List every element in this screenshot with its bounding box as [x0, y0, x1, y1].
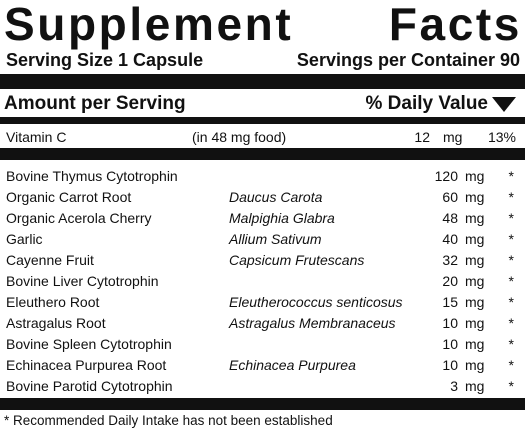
divider-medium	[0, 117, 525, 124]
triangle-down-icon	[492, 97, 516, 112]
ingredient-unit: mg	[465, 315, 485, 331]
amount-per-serving-label: Amount per Serving	[4, 93, 186, 114]
ingredient-amount: 48	[442, 210, 458, 226]
nutrient-name: Vitamin C	[6, 129, 67, 145]
ingredient-daily-value: *	[508, 315, 514, 331]
ingredient-row: Bovine Liver Cytotrophin 20 mg *	[6, 271, 520, 291]
ingredient-unit: mg	[465, 336, 485, 352]
ingredient-unit: mg	[465, 252, 485, 268]
ingredient-row: Garlic Allium Sativum 40 mg *	[6, 229, 520, 249]
ingredient-name: Cayenne Fruit	[6, 252, 94, 268]
ingredient-name: Organic Acerola Cherry	[6, 210, 152, 226]
serving-info: Serving Size 1 Capsule Servings per Cont…	[6, 48, 520, 72]
nutrient-row-vitamin-c: Vitamin C (in 48 mg food) 12 mg 13%	[6, 127, 520, 147]
nutrient-unit: mg	[443, 129, 463, 145]
ingredient-latin-name: Capsicum Frutescans	[229, 252, 365, 268]
ingredient-amount: 120	[434, 168, 458, 184]
ingredient-amount: 10	[442, 357, 458, 373]
ingredient-row: Organic Acerola Cherry Malpighia Glabra …	[6, 208, 520, 228]
ingredient-daily-value: *	[508, 168, 514, 184]
ingredient-row: Echinacea Purpurea Root Echinacea Purpur…	[6, 355, 520, 375]
ingredient-row: Eleuthero Root Eleutherococcus senticosu…	[6, 292, 520, 312]
ingredient-daily-value: *	[508, 378, 514, 394]
ingredient-daily-value: *	[508, 189, 514, 205]
ingredient-amount: 10	[442, 315, 458, 331]
serving-size: Serving Size 1 Capsule	[6, 50, 204, 70]
ingredient-name: Eleuthero Root	[6, 294, 100, 310]
ingredient-name: Bovine Spleen Cytotrophin	[6, 336, 172, 352]
ingredient-unit: mg	[465, 357, 485, 373]
ingredient-latin-name: Daucus Carota	[229, 189, 323, 205]
ingredient-name: Bovine Thymus Cytotrophin	[6, 168, 178, 184]
ingredient-daily-value: *	[508, 210, 514, 226]
servings-per-container: Servings per Container 90	[296, 50, 520, 70]
ingredient-name: Garlic	[6, 231, 43, 247]
amount-header: Amount per Serving % Daily Value	[4, 91, 518, 117]
ingredient-latin-name: Astragalus Membranaceus	[229, 315, 396, 331]
ingredient-amount: 3	[450, 378, 458, 394]
ingredient-daily-value: *	[508, 357, 514, 373]
ingredient-amount: 10	[442, 336, 458, 352]
daily-value-label: % Daily Value	[365, 93, 488, 114]
panel-title: Supplement Facts	[4, 0, 522, 54]
divider-thick-top	[0, 74, 525, 89]
ingredient-latin-name: Echinacea Purpurea	[229, 357, 356, 373]
ingredient-name: Bovine Parotid Cytotrophin	[6, 378, 173, 394]
ingredient-row: Bovine Thymus Cytotrophin 120 mg *	[6, 166, 520, 186]
footnote: * Recommended Daily Intake has not been …	[4, 413, 333, 428]
ingredient-unit: mg	[465, 294, 485, 310]
ingredient-unit: mg	[465, 189, 485, 205]
divider-thick-middle	[0, 148, 525, 160]
ingredient-amount: 15	[442, 294, 458, 310]
ingredient-latin-name: Eleutherococcus senticosus	[229, 294, 403, 310]
nutrient-amount: 12	[414, 129, 430, 145]
title-word-supplement: Supplement	[4, 0, 294, 50]
ingredient-amount: 40	[442, 231, 458, 247]
ingredient-row: Organic Carrot Root Daucus Carota 60 mg …	[6, 187, 520, 207]
ingredient-unit: mg	[465, 168, 485, 184]
ingredient-daily-value: *	[508, 294, 514, 310]
ingredient-name: Astragalus Root	[6, 315, 106, 331]
ingredient-unit: mg	[465, 210, 485, 226]
ingredient-unit: mg	[465, 231, 485, 247]
ingredient-latin-name: Allium Sativum	[229, 231, 322, 247]
ingredient-daily-value: *	[508, 252, 514, 268]
ingredient-name: Organic Carrot Root	[6, 189, 132, 205]
ingredient-unit: mg	[465, 273, 485, 289]
ingredient-unit: mg	[465, 378, 485, 394]
ingredient-name: Bovine Liver Cytotrophin	[6, 273, 159, 289]
ingredient-daily-value: *	[508, 231, 514, 247]
ingredient-latin-name: Malpighia Glabra	[229, 210, 335, 226]
nutrient-daily-value: 13%	[487, 129, 516, 145]
ingredient-row: Cayenne Fruit Capsicum Frutescans 32 mg …	[6, 250, 520, 270]
ingredient-daily-value: *	[508, 273, 514, 289]
ingredient-amount: 32	[442, 252, 458, 268]
ingredient-daily-value: *	[508, 336, 514, 352]
divider-thick-bottom	[0, 398, 525, 410]
ingredient-row: Astragalus Root Astragalus Membranaceus …	[6, 313, 520, 333]
ingredient-row: Bovine Spleen Cytotrophin 10 mg *	[6, 334, 520, 354]
ingredient-row: Bovine Parotid Cytotrophin 3 mg *	[6, 376, 520, 396]
title-word-facts: Facts	[388, 0, 522, 50]
nutrient-source: (in 48 mg food)	[192, 129, 287, 145]
ingredient-amount: 60	[442, 189, 458, 205]
ingredient-name: Echinacea Purpurea Root	[6, 357, 167, 373]
ingredient-amount: 20	[442, 273, 458, 289]
